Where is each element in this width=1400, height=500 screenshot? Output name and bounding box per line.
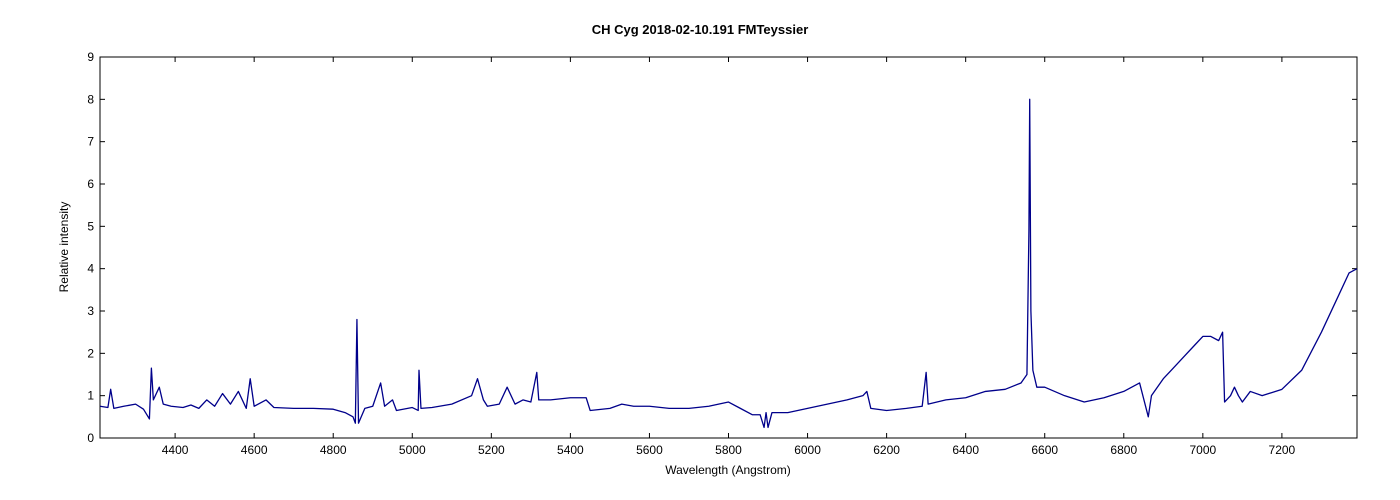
spectrum-line xyxy=(99,98,1358,429)
y-tick-label: 9 xyxy=(87,50,94,64)
y-tick-label: 5 xyxy=(87,219,94,233)
x-tick-label: 4800 xyxy=(320,443,347,457)
x-tick-label: 5200 xyxy=(478,443,505,457)
plot-frame xyxy=(99,56,1358,439)
y-tick-label: 2 xyxy=(87,346,94,360)
x-tick-label: 7000 xyxy=(1189,443,1216,457)
y-tick-label: 8 xyxy=(87,92,94,106)
y-tick-label: 3 xyxy=(87,304,94,318)
x-tick-label: 4400 xyxy=(162,443,189,457)
x-tick-label: 5400 xyxy=(557,443,584,457)
y-tick-label: 0 xyxy=(87,431,94,445)
y-tick-label: 1 xyxy=(87,389,94,403)
x-tick-label: 5800 xyxy=(715,443,742,457)
x-tick-label: 5600 xyxy=(636,443,663,457)
x-tick-label: 4600 xyxy=(241,443,268,457)
y-tick-label: 6 xyxy=(87,177,94,191)
x-axis-label: Wavelength (Angstrom) xyxy=(665,463,791,477)
y-tick-label: 7 xyxy=(87,135,94,149)
x-tick-label: 7200 xyxy=(1269,443,1296,457)
x-tick-label: 6400 xyxy=(952,443,979,457)
chart-title: CH Cyg 2018-02-10.191 FMTeyssier xyxy=(592,22,809,37)
x-tick-label: 6800 xyxy=(1110,443,1137,457)
y-tick-label: 4 xyxy=(87,262,94,276)
x-tick-label: 5000 xyxy=(399,443,426,457)
y-axis-label: Relative intensity xyxy=(57,202,71,293)
x-tick-label: 6200 xyxy=(873,443,900,457)
x-tick-label: 6000 xyxy=(794,443,821,457)
x-tick-label: 6600 xyxy=(1031,443,1058,457)
